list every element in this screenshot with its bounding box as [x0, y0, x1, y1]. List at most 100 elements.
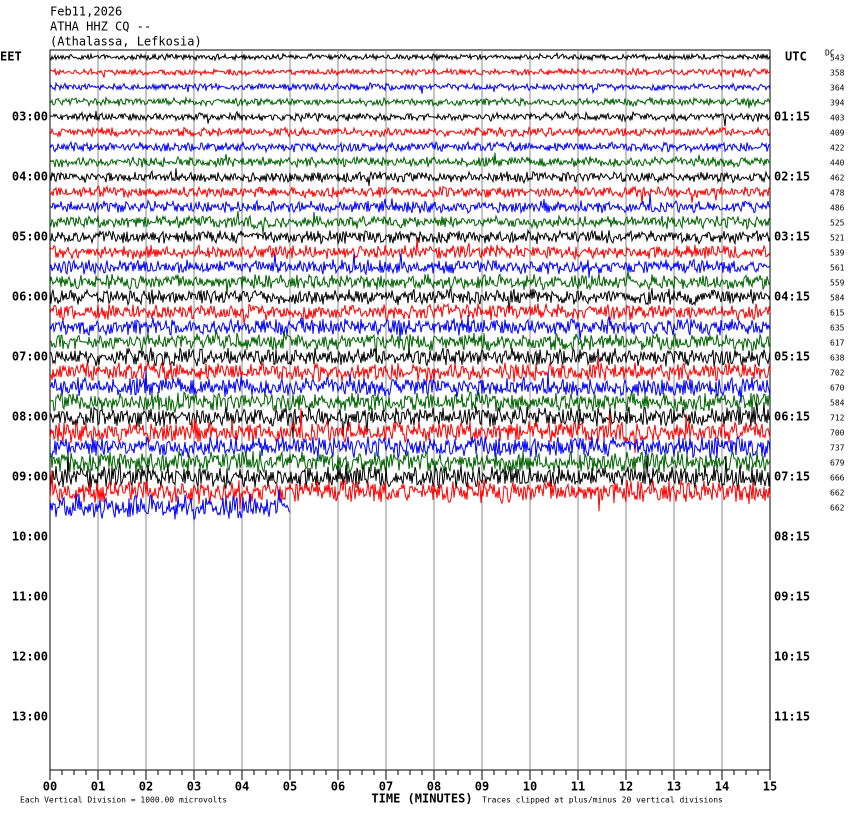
x-tick-label: 12 — [619, 780, 633, 794]
left-label: 09:00 — [12, 470, 48, 484]
trace — [49, 253, 771, 278]
dc-value: 486 — [830, 204, 845, 213]
dc-title: DC — [825, 49, 835, 58]
right-label: 05:15 — [774, 350, 810, 364]
clip-note: Traces clipped at plus/minus 20 vertical… — [482, 796, 723, 805]
dc-value: 679 — [830, 459, 845, 468]
dc-value: 364 — [830, 84, 845, 93]
trace — [49, 193, 771, 215]
x-tick-label: 09 — [475, 780, 489, 794]
right-label: 04:15 — [774, 290, 810, 304]
dc-value: 525 — [830, 219, 845, 228]
right-label: 11:15 — [774, 710, 810, 724]
trace — [49, 67, 771, 78]
trace — [49, 391, 771, 413]
scale-note: Each Vertical Division = 1000.00 microvo… — [20, 796, 227, 805]
trace — [49, 168, 771, 187]
trace — [49, 271, 771, 295]
right-label: 10:15 — [774, 650, 810, 664]
dc-value: 635 — [830, 324, 845, 333]
trace — [49, 489, 291, 521]
trace — [49, 238, 771, 261]
x-tick-label: 14 — [715, 780, 729, 794]
left-label: 06:00 — [12, 290, 48, 304]
trace — [49, 314, 771, 341]
dc-value: 559 — [830, 279, 845, 288]
dc-value: 561 — [830, 264, 845, 273]
dc-value: 617 — [830, 339, 845, 348]
x-tick-label: 05 — [283, 780, 297, 794]
dc-value: 539 — [830, 249, 845, 258]
dc-value: 662 — [830, 489, 845, 498]
trace — [49, 329, 771, 362]
location: (Athalassa, Lefkosia) — [50, 35, 202, 49]
x-tick-label: 15 — [763, 780, 777, 794]
dc-value: 702 — [830, 369, 845, 378]
left-label: 12:00 — [12, 650, 48, 664]
left-label: 07:00 — [12, 350, 48, 364]
dc-value: 712 — [830, 414, 845, 423]
x-tick-label: 08 — [427, 780, 441, 794]
trace — [49, 110, 771, 127]
trace — [50, 184, 771, 205]
left-axis-title: EET — [0, 50, 22, 64]
right-label: 07:15 — [774, 470, 810, 484]
right-label: 02:15 — [774, 170, 810, 184]
right-label: 03:15 — [774, 230, 810, 244]
left-label: 11:00 — [12, 590, 48, 604]
right-label: 06:15 — [774, 410, 810, 424]
trace — [49, 152, 771, 169]
dc-value: 422 — [830, 144, 845, 153]
trace — [49, 95, 771, 109]
right-label: 09:15 — [774, 590, 810, 604]
trace — [49, 81, 771, 95]
x-tick-label: 07 — [379, 780, 393, 794]
left-label: 04:00 — [12, 170, 48, 184]
station: ATHA HHZ CQ -- — [50, 20, 151, 34]
x-tick-label: 01 — [91, 780, 105, 794]
right-axis-title: UTC — [785, 50, 807, 64]
left-label: 13:00 — [12, 710, 48, 724]
dc-value: 584 — [830, 294, 845, 303]
trace — [49, 346, 771, 368]
trace — [49, 357, 771, 383]
dc-value: 403 — [830, 114, 845, 123]
dc-value: 409 — [830, 129, 845, 138]
dc-value: 700 — [830, 429, 845, 438]
dc-value: 666 — [830, 474, 845, 483]
x-tick-label: 13 — [667, 780, 681, 794]
dc-value: 662 — [830, 504, 845, 513]
dc-value: 521 — [830, 234, 845, 243]
right-label: 01:15 — [774, 110, 810, 124]
left-label: 08:00 — [12, 410, 48, 424]
x-tick-label: 06 — [331, 780, 345, 794]
trace — [49, 126, 771, 138]
x-tick-label: 03 — [187, 780, 201, 794]
dc-value: 638 — [830, 354, 845, 363]
dc-value: 478 — [830, 189, 845, 198]
trace — [49, 454, 771, 490]
left-label: 03:00 — [12, 110, 48, 124]
dc-value: 737 — [830, 444, 845, 453]
left-label: 10:00 — [12, 530, 48, 544]
x-tick-label: 04 — [235, 780, 249, 794]
left-label: 05:00 — [12, 230, 48, 244]
right-label: 08:15 — [774, 530, 810, 544]
dc-value: 462 — [830, 174, 845, 183]
dc-value: 670 — [830, 384, 845, 393]
trace — [49, 288, 771, 314]
trace — [49, 302, 771, 325]
trace — [49, 450, 771, 475]
dc-value: 615 — [830, 309, 845, 318]
trace — [49, 408, 771, 453]
trace — [49, 210, 771, 235]
x-tick-label: 10 — [523, 780, 537, 794]
x-axis-title: TIME (MINUTES) — [371, 792, 472, 806]
x-tick-label: 00 — [43, 780, 57, 794]
trace — [49, 402, 771, 439]
x-tick-label: 11 — [571, 780, 585, 794]
trace — [49, 140, 771, 154]
date: Feb11,2026 — [50, 5, 122, 19]
x-tick-label: 02 — [139, 780, 153, 794]
